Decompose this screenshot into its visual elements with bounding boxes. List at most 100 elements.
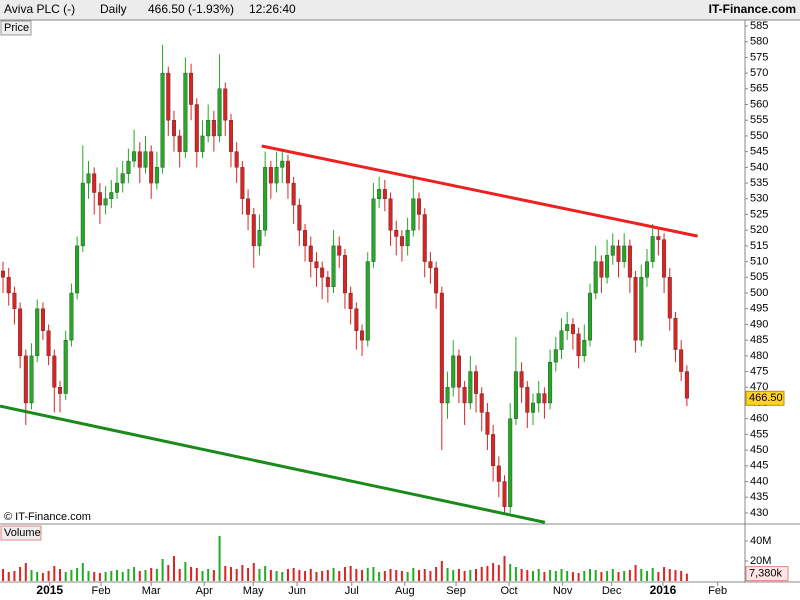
volume-bar — [543, 572, 546, 581]
candle-body — [1, 270, 6, 278]
x-tick-label: Feb — [92, 585, 111, 597]
volume-bar — [611, 569, 614, 581]
volume-bar — [526, 570, 529, 581]
brand: IT-Finance.com — [709, 2, 796, 16]
volume-bar — [304, 571, 307, 581]
y-tick-label: 450 — [750, 444, 768, 456]
y-tick-label: 560 — [750, 98, 768, 110]
volume-bar — [326, 570, 329, 581]
volume-bar — [150, 568, 153, 581]
volume-bar — [178, 569, 181, 581]
volume-bar — [532, 571, 535, 581]
candle-body — [536, 393, 541, 404]
candle-body — [268, 167, 273, 184]
candle-body — [662, 239, 667, 278]
volume-bar — [418, 570, 421, 581]
candle-body — [228, 120, 233, 152]
candle-body — [525, 387, 530, 413]
candle-body — [627, 245, 632, 278]
volume-bar — [195, 568, 198, 581]
volume-bar — [110, 571, 113, 581]
volume-bar — [24, 563, 27, 581]
volume-bar — [64, 572, 67, 581]
candle-body — [18, 308, 23, 357]
volume-bar — [361, 570, 364, 581]
candle-body — [667, 277, 672, 319]
candle-body — [12, 292, 17, 309]
candle-body — [251, 214, 256, 247]
volume-bar — [429, 571, 432, 581]
candle-body — [587, 292, 592, 341]
volume-bar — [127, 569, 130, 581]
volume-bar — [674, 570, 677, 581]
y-tick-label: 445 — [750, 460, 768, 472]
candle-body — [684, 371, 689, 399]
candle-body — [143, 151, 148, 168]
volume-bar — [7, 572, 10, 581]
y-tick-label: 580 — [750, 36, 768, 48]
x-tick-label: Jun — [288, 585, 306, 597]
candle-body — [240, 167, 245, 199]
candle-body — [46, 330, 51, 357]
candle-body — [177, 135, 182, 152]
instrument: Aviva PLC (-) — [4, 2, 75, 16]
candle-body — [348, 292, 353, 309]
volume-bar — [423, 569, 426, 581]
candle-body — [92, 173, 97, 193]
y-tick-label: 500 — [750, 287, 768, 299]
candle-body — [610, 245, 615, 256]
volume-bar — [315, 572, 318, 581]
candle-body — [103, 198, 108, 206]
y-tick-label: 470 — [750, 381, 768, 393]
candle-body — [120, 173, 125, 184]
x-tick-label: Apr — [196, 585, 213, 597]
candle-body — [171, 120, 176, 137]
y-tick-label: 570 — [750, 67, 768, 79]
y-tick-label: 585 — [750, 20, 768, 32]
candle-body — [40, 308, 45, 331]
candle-body — [531, 402, 536, 413]
candle-body — [417, 198, 422, 215]
volume-bar — [594, 570, 597, 581]
volume-bar — [628, 570, 631, 581]
volume-bar — [235, 569, 238, 581]
x-tick-label: Dec — [602, 585, 622, 597]
candle-body — [422, 214, 427, 262]
candle-body — [331, 245, 336, 287]
volume-bar — [685, 573, 688, 581]
candle-body — [405, 229, 410, 247]
volume-bar — [258, 569, 261, 581]
candle-body — [114, 182, 119, 193]
candle-body — [308, 245, 313, 262]
candle-body — [183, 72, 188, 152]
candle-body — [132, 151, 137, 162]
candle-body — [439, 292, 444, 404]
candle-body — [194, 104, 199, 152]
volume-bar — [70, 570, 73, 581]
volume-bar — [87, 571, 90, 581]
candle-body — [553, 349, 558, 363]
candle-body — [360, 330, 365, 341]
volume-bar — [349, 566, 352, 581]
y-tick-label: 520 — [750, 224, 768, 236]
candle-body — [371, 198, 376, 262]
candle-body — [86, 173, 91, 184]
volume-bar — [452, 570, 455, 581]
volume-bar — [537, 569, 540, 581]
volume-bar — [218, 536, 221, 581]
panel-label: Price — [4, 22, 29, 34]
x-tick-label: Jul — [345, 585, 359, 597]
candle-body — [496, 465, 501, 482]
volume-bar — [588, 569, 591, 581]
volume-bar — [41, 573, 44, 581]
volume-bar — [241, 565, 244, 581]
volume-bar — [400, 571, 403, 581]
volume-bar — [577, 573, 580, 581]
clock: 12:26:40 — [249, 2, 296, 16]
candle-body — [656, 236, 661, 240]
x-tick-label: 2016 — [650, 583, 677, 597]
candle-body — [508, 418, 513, 507]
volume-bar — [292, 568, 295, 581]
x-tick-label: Sep — [446, 585, 466, 597]
